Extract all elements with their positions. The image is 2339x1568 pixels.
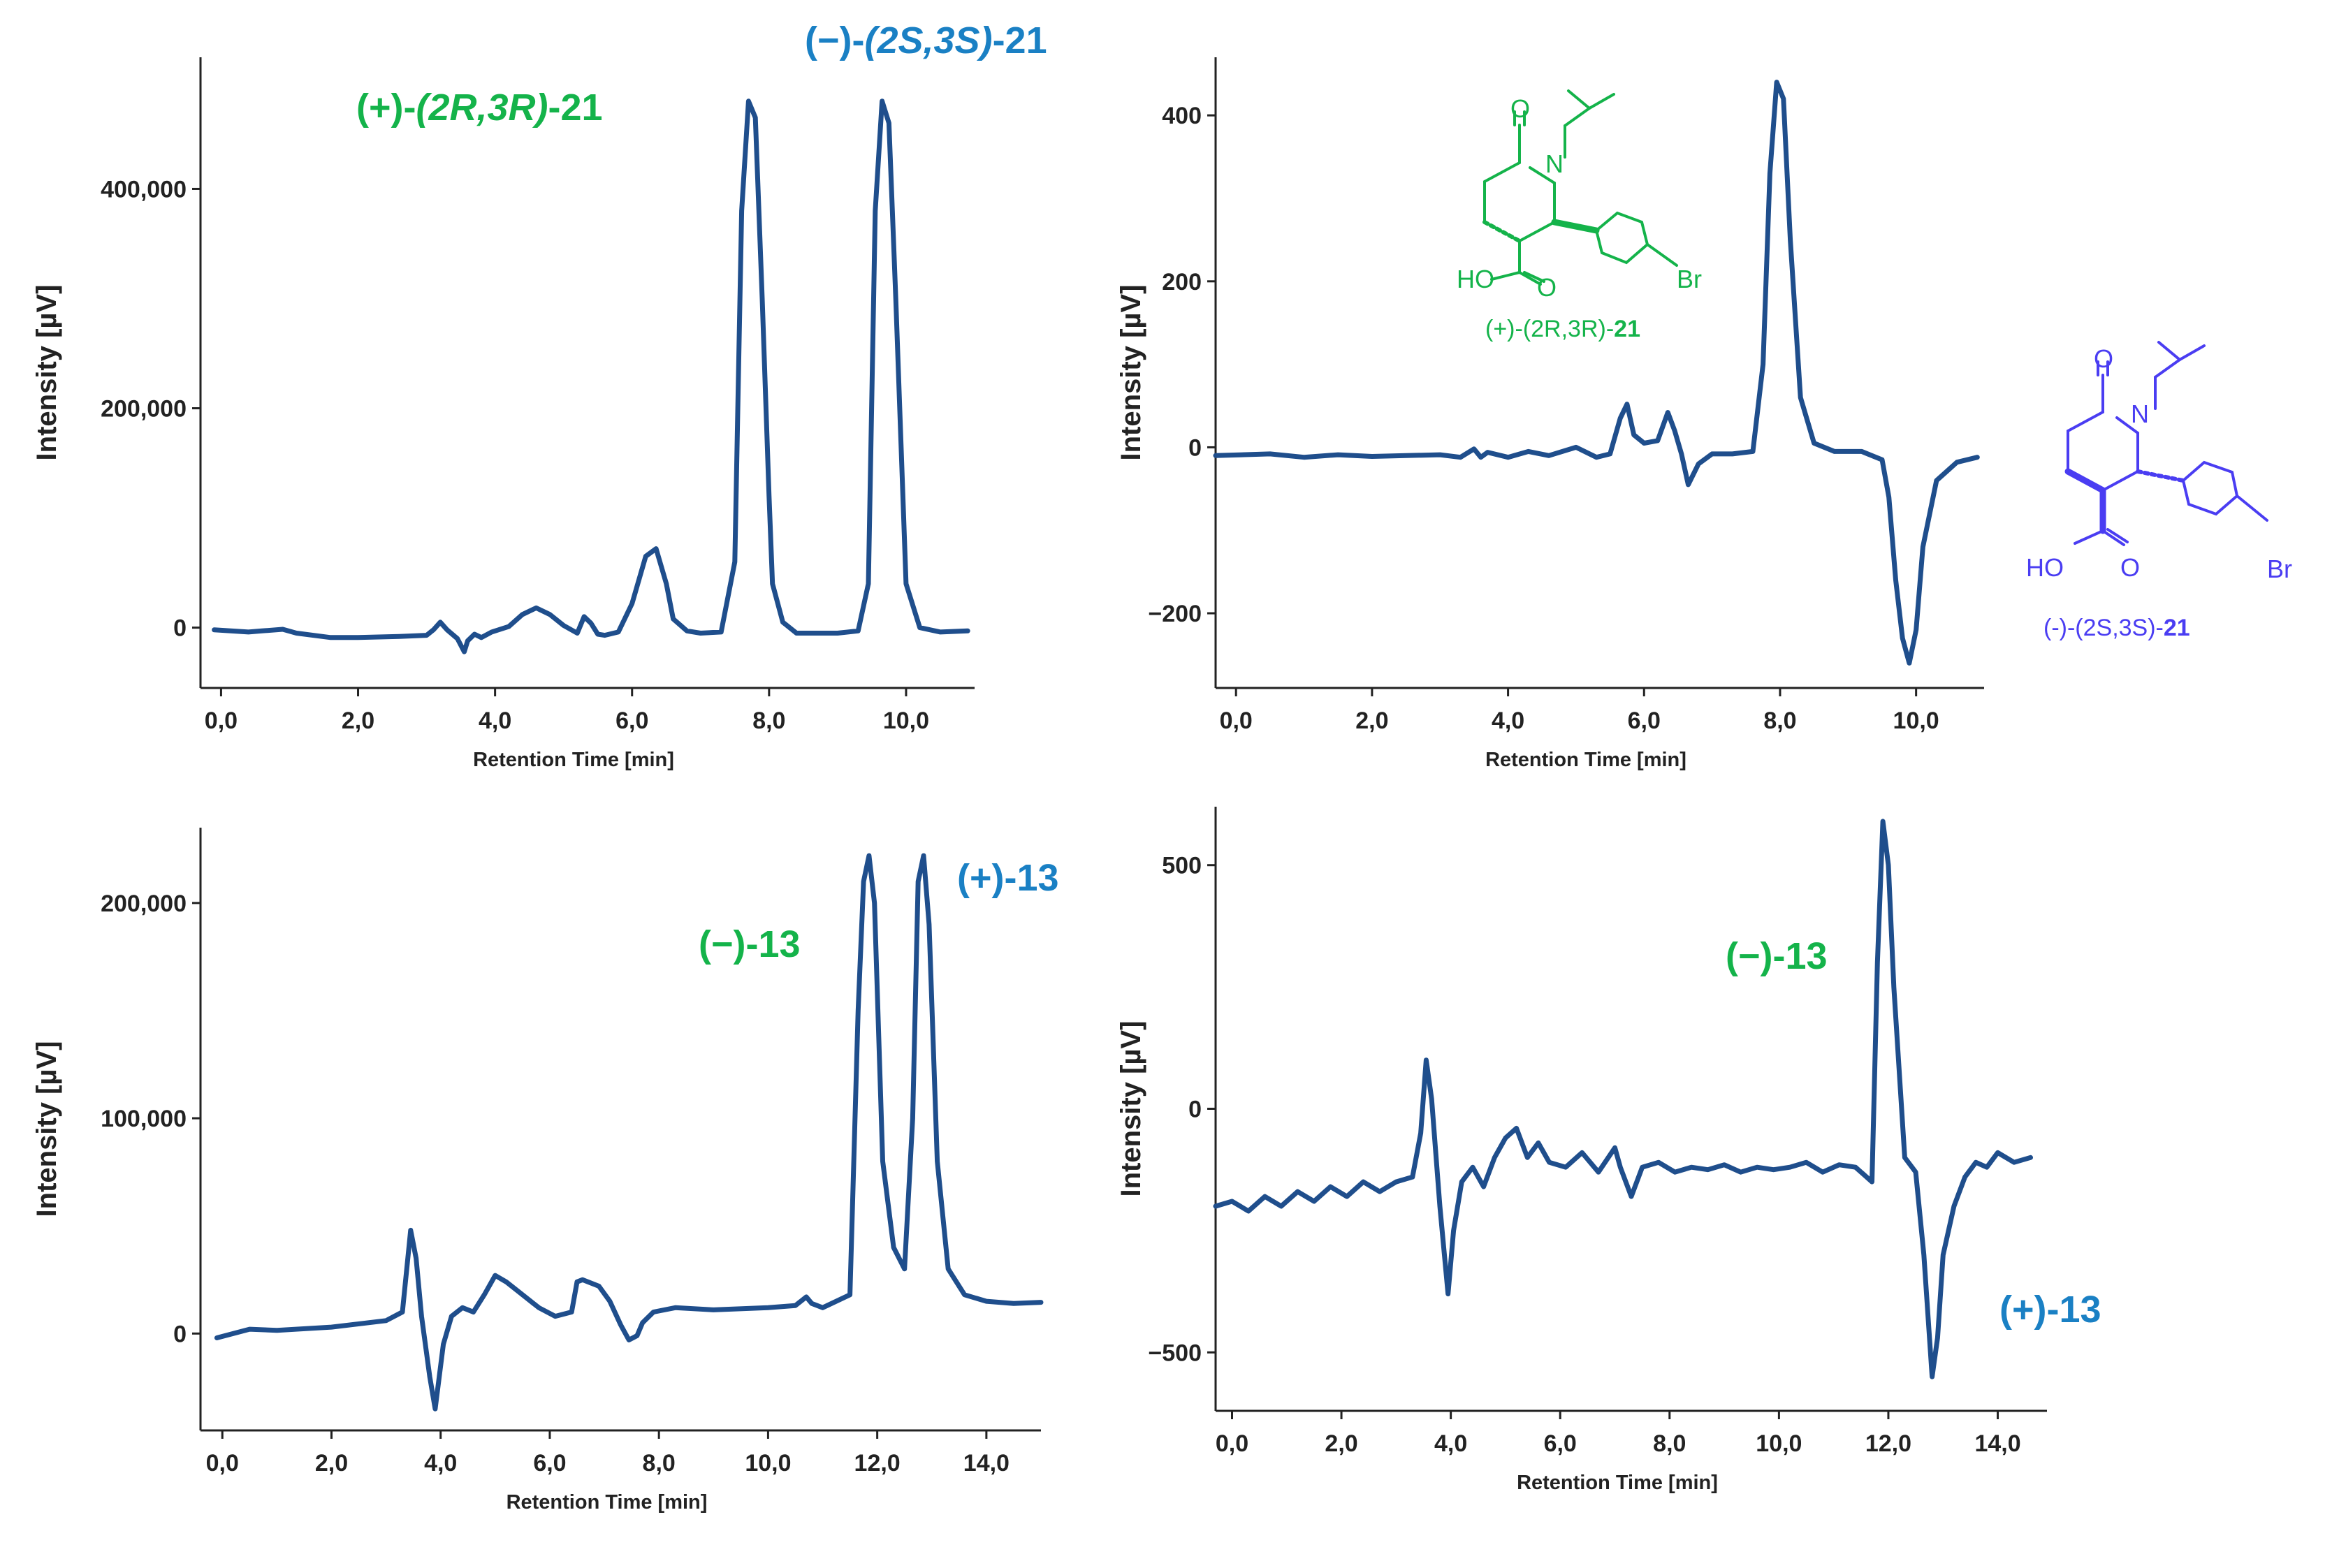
x-tick-label: 8,0: [643, 1450, 676, 1477]
x-tick-label: 2,0: [315, 1450, 348, 1477]
y-tick-label: 400: [1162, 103, 1202, 129]
structure-2s3s-21-labels: O N HO O Br (-)-(2S,3S)-21: [2026, 344, 2292, 641]
panel-bottom-right-cd-trace: 0,0 2,0 4,0 6,0 8,0 10,0 12,0 14,0 −500 0 500 Reten…: [1116, 807, 2047, 1494]
x-axis-title: Retention Time [min]: [473, 749, 674, 771]
x-axis-title: Retention Time [min]: [1517, 1472, 1718, 1494]
x-tick-label: 0,0: [1220, 708, 1253, 734]
panel-top-right-cd-trace: 0,0 2,0 4,0 6,0 8,0 10,0 −200 0 200 400 Retention …: [1116, 57, 1984, 771]
y-axis-title: Intensity [µV]: [1116, 285, 1146, 461]
atom-br: Br: [2267, 555, 2292, 583]
atom-br: Br: [1677, 265, 1702, 293]
atom-n: N: [1545, 149, 1564, 178]
annotation-bl-minus-13: (−)-13: [699, 923, 801, 965]
y-tick-label: 0: [173, 615, 187, 642]
x-tick-label: 6,0: [615, 708, 648, 734]
panel-bottom-left-chromatogram: 0,0 2,0 4,0 6,0 8,0 10,0 12,0 14,0 0 100,000 200,0…: [31, 828, 1044, 1514]
y-tick-label: 100,000: [101, 1106, 187, 1132]
x-tick-label: 4,0: [424, 1450, 457, 1477]
x-tick-label: 8,0: [1653, 1430, 1686, 1457]
y-tick-label: −500: [1148, 1340, 1202, 1366]
x-tick-label: 2,0: [1325, 1430, 1357, 1457]
x-tick-label: 4,0: [479, 708, 511, 734]
annotation-bl-plus-13: (+)-13: [957, 857, 1059, 899]
y-tick-label: 200: [1162, 269, 1202, 295]
x-tick-label: 12,0: [1865, 1430, 1911, 1457]
x-tick-label: 12,0: [854, 1450, 901, 1477]
annotation-tl-2s3s: (−)-(2S,3S)-21: [805, 20, 1047, 61]
structure-2s3s-21: [2064, 341, 2268, 546]
x-tick-label: 10,0: [1756, 1430, 1802, 1457]
structure-2s3s-caption: (-)-(2S,3S)-21: [2043, 615, 2190, 641]
x-tick-label: 14,0: [963, 1450, 1010, 1477]
y-axis-title: Intensity [µV]: [31, 285, 62, 461]
x-tick-label: 6,0: [533, 1450, 566, 1477]
annotation-br-plus-13: (+)-13: [1999, 1289, 2101, 1331]
x-tick-label: 6,0: [1628, 708, 1661, 734]
annotation-tl-2r3r: (+)-(2R,3R)-21: [356, 87, 603, 129]
atom-o: O: [2094, 344, 2113, 373]
series-line: [1213, 80, 1980, 666]
x-tick-label: 8,0: [752, 708, 785, 734]
structure-2r3r-21: [1482, 89, 1678, 286]
x-tick-label: 14,0: [1974, 1430, 2020, 1457]
x-tick-label: 8,0: [1763, 708, 1796, 734]
y-axis-title: Intensity [µV]: [31, 1041, 62, 1217]
series-line: [1213, 819, 2033, 1379]
x-axis-title: Retention Time [min]: [1485, 749, 1686, 771]
x-tick-label: 2,0: [1355, 708, 1388, 734]
atom-o: O: [1510, 94, 1530, 123]
y-tick-label: 400,000: [101, 176, 187, 203]
y-tick-label: 500: [1162, 853, 1202, 879]
y-tick-label: 0: [1188, 1097, 1202, 1123]
series-line: [214, 853, 1044, 1412]
series-line: [212, 98, 970, 654]
atom-o-acid: O: [1537, 273, 1557, 302]
y-tick-label: 200,000: [101, 396, 187, 423]
x-axis-title: Retention Time [min]: [507, 1491, 708, 1514]
x-tick-label: 10,0: [745, 1450, 791, 1477]
y-tick-label: −200: [1148, 601, 1202, 627]
panel-top-left-chromatogram: 0,0 2,0 4,0 6,0 8,0 10,0 0 200,000 400,000 Retent…: [31, 57, 975, 771]
y-tick-label: 0: [173, 1321, 187, 1347]
x-tick-label: 0,0: [1216, 1430, 1248, 1457]
x-tick-label: 4,0: [1434, 1430, 1467, 1457]
structure-2r3r-21-labels: O N HO O Br (+)-(2R,3R)-21: [1457, 94, 1702, 342]
x-tick-label: 6,0: [1544, 1430, 1577, 1457]
atom-ho: HO: [2026, 553, 2064, 582]
atom-ho: HO: [1457, 265, 1494, 293]
y-tick-label: 200,000: [101, 891, 187, 917]
x-tick-label: 0,0: [205, 708, 238, 734]
y-axis-title: Intensity [µV]: [1116, 1021, 1146, 1197]
x-tick-label: 10,0: [1893, 708, 1939, 734]
x-tick-label: 10,0: [883, 708, 929, 734]
atom-o-acid: O: [2120, 553, 2140, 582]
structure-2r3r-caption: (+)-(2R,3R)-21: [1485, 316, 1640, 342]
y-tick-label: 0: [1188, 434, 1202, 461]
atom-n: N: [2131, 400, 2149, 428]
x-tick-label: 0,0: [206, 1450, 239, 1477]
annotation-br-minus-13: (−)-13: [1726, 935, 1828, 977]
x-tick-label: 2,0: [342, 708, 374, 734]
x-tick-label: 4,0: [1492, 708, 1524, 734]
